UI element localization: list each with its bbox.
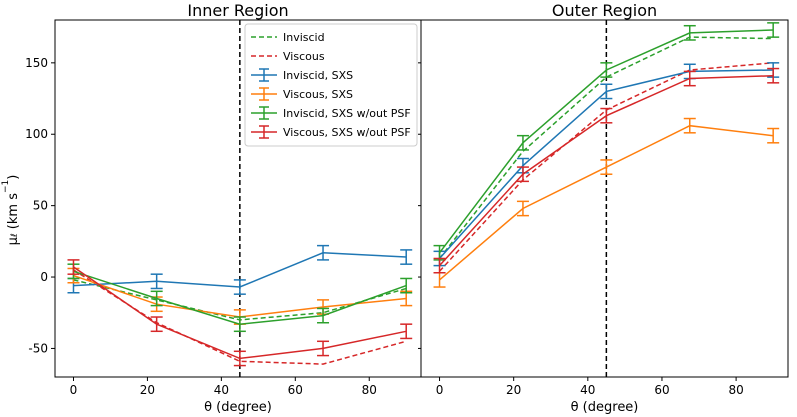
x-tick-label: 80 xyxy=(362,383,377,397)
legend: Inviscid Viscous Inviscid, SXS Viscous, SXS… xyxy=(244,23,418,147)
x-tick-label: 20 xyxy=(140,383,155,397)
x-tick-label: 20 xyxy=(506,383,521,397)
x-tick-label: 80 xyxy=(728,383,743,397)
y-tick-label: -50 xyxy=(28,341,48,355)
legend-entry: Viscous, SXS xyxy=(251,87,353,101)
x-tick-label: 60 xyxy=(288,383,303,397)
series-viscous-sxs xyxy=(433,117,780,288)
legend-box xyxy=(244,23,418,147)
y-axis-label: μℓ (km s−1) xyxy=(1,175,21,246)
x-axis-label: θ (degree) xyxy=(571,400,639,415)
y-tick-label: 50 xyxy=(33,199,48,213)
series-inviscid-sxs xyxy=(433,62,780,267)
legend-label: Viscous xyxy=(283,50,325,63)
legend-label: Viscous, SXS w/out PSF xyxy=(283,126,411,139)
x-tick-label: 0 xyxy=(70,383,78,397)
y-tick-label: 100 xyxy=(25,127,48,141)
series-line xyxy=(438,36,774,259)
legend-entry: Inviscid xyxy=(251,31,325,44)
x-axis-label: θ (degree) xyxy=(204,400,272,415)
y-tick-label: 150 xyxy=(25,56,48,70)
series-inviscid-sxs xyxy=(67,244,413,295)
legend-label: Inviscid xyxy=(283,31,325,44)
x-tick-label: 60 xyxy=(654,383,669,397)
panel-inner-region: Inner Region 0 20 40 60 80 θ (degree) -50 0 50 100… xyxy=(25,1,422,415)
series-inviscid-sxs-w-out-psf xyxy=(433,22,780,261)
series-viscous-sxs-w-out-psf xyxy=(433,67,780,274)
panel-title: Outer Region xyxy=(552,1,657,20)
x-tick-label: 0 xyxy=(436,383,444,397)
series-viscous-sxs-w-out-psf xyxy=(67,259,413,367)
x-tick-label: 40 xyxy=(580,383,595,397)
legend-entry: Viscous, SXS w/out PSF xyxy=(251,125,411,139)
legend-label: Inviscid, SXS w/out PSF xyxy=(283,107,411,120)
panel-title: Inner Region xyxy=(187,1,288,20)
series-inviscid xyxy=(438,36,774,259)
legend-label: Inviscid, SXS xyxy=(283,69,353,82)
plot-frame xyxy=(420,19,789,378)
legend-entry: Inviscid, SXS xyxy=(251,68,353,82)
panel-outer-region: Outer Region 0 20 40 60 80 θ (degree) xyxy=(418,1,789,415)
legend-entry: Viscous xyxy=(251,50,325,63)
legend-entry: Inviscid, SXS w/out PSF xyxy=(251,106,411,120)
y-tick-label: 0 xyxy=(40,270,48,284)
legend-label: Viscous, SXS xyxy=(283,88,353,101)
x-tick-label: 40 xyxy=(214,383,229,397)
